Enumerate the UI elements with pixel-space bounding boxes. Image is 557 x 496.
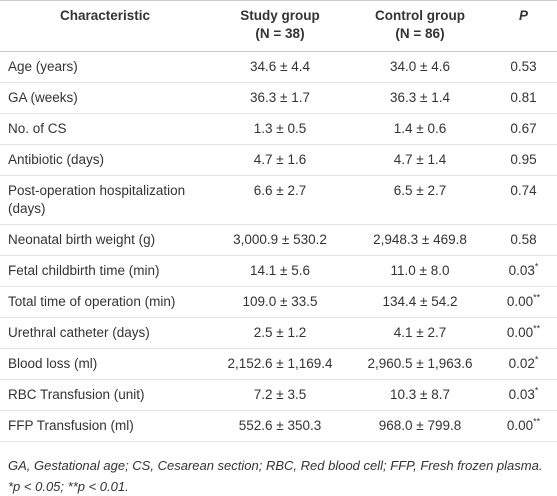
p-cell: 0.00**	[490, 410, 557, 442]
p-value: 0.95	[510, 152, 537, 167]
header-cell: P	[490, 0, 557, 52]
table-row: No. of CS 1.3 ± 0.5 1.4 ± 0.6 0.67	[0, 113, 557, 145]
row-label: Age (years)	[0, 51, 210, 83]
study-value: 2,152.6 ± 1,169.4	[210, 348, 350, 380]
row-label: Total time of operation (min)	[0, 286, 210, 318]
table-row: Blood loss (ml) 2,152.6 ± 1,169.4 2,960.5 …	[0, 348, 557, 380]
p-cell: 0.02*	[490, 348, 557, 380]
row-label: Neonatal birth weight (g)	[0, 224, 210, 256]
p-value: 0.74	[510, 183, 537, 198]
study-value: 36.3 ± 1.7	[210, 82, 350, 114]
p-value: 0.03	[508, 387, 535, 402]
p-cell: 0.58	[490, 224, 557, 256]
row-label: GA (weeks)	[0, 82, 210, 114]
study-value: 2.5 ± 1.2	[210, 317, 350, 349]
p-cell: 0.03*	[490, 379, 557, 411]
p-value: 0.00	[506, 418, 534, 433]
table-body: Age (years) 34.6 ± 4.4 34.0 ± 4.6 0.53 GA (w…	[0, 51, 557, 442]
control-value: 2,960.5 ± 1,963.6	[350, 348, 490, 380]
table-row: Neonatal birth weight (g) 3,000.9 ± 530.2…	[0, 224, 557, 256]
study-value: 14.1 ± 5.6	[210, 255, 350, 287]
header-row: Characteristic Study group (N = 38) Control…	[0, 0, 557, 52]
row-label: RBC Transfusion (unit)	[0, 379, 210, 411]
footnote: *p < 0.05; **p < 0.01.	[8, 479, 129, 494]
header-cell: Control group (N = 86)	[350, 0, 490, 52]
study-value: 3,000.9 ± 530.2	[210, 224, 350, 256]
header-title: P	[518, 8, 528, 23]
header-sub: (N = 86)	[395, 26, 445, 41]
study-value: 34.6 ± 4.4	[210, 51, 350, 83]
study-value: 7.2 ± 3.5	[210, 379, 350, 411]
p-cell: 0.00**	[490, 286, 557, 318]
p-value: 0.58	[510, 232, 537, 247]
table-row: Age (years) 34.6 ± 4.4 34.0 ± 4.6 0.53	[0, 51, 557, 83]
p-value: 0.53	[510, 59, 537, 74]
row-label: Fetal childbirth time (min)	[0, 255, 210, 287]
table-row: RBC Transfusion (unit) 7.2 ± 3.5 10.3 ± 8.…	[0, 379, 557, 411]
p-value: 0.03	[508, 263, 535, 278]
control-value: 1.4 ± 0.6	[350, 113, 490, 145]
control-value: 2,948.3 ± 469.8	[350, 224, 490, 256]
significance: *	[534, 385, 539, 396]
table-row: Fetal childbirth time (min) 14.1 ± 5.6 11.…	[0, 255, 557, 287]
p-cell: 0.95	[490, 144, 557, 176]
p-value: 0.00	[506, 294, 534, 309]
p-cell: 0.03*	[490, 255, 557, 287]
table-row: Urethral catheter (days) 2.5 ± 1.2 4.1 ± 2…	[0, 317, 557, 349]
significance: *	[534, 261, 539, 272]
control-value: 11.0 ± 8.0	[350, 255, 490, 287]
control-value: 10.3 ± 8.7	[350, 379, 490, 411]
row-label: Post-operation hospitalization (days)	[0, 175, 210, 225]
p-value: 0.02	[508, 356, 535, 371]
p-cell: 0.81	[490, 82, 557, 114]
study-value: 1.3 ± 0.5	[210, 113, 350, 145]
significance: **	[533, 323, 541, 334]
table-row: GA (weeks) 36.3 ± 1.7 36.3 ± 1.4 0.81	[0, 82, 557, 114]
table-row: Total time of operation (min) 109.0 ± 33.…	[0, 286, 557, 318]
header-cell: Characteristic	[0, 0, 210, 52]
study-value: 552.6 ± 350.3	[210, 410, 350, 442]
row-label: Blood loss (ml)	[0, 348, 210, 380]
table-row: Antibiotic (days) 4.7 ± 1.6 4.7 ± 1.4 0.95	[0, 144, 557, 176]
control-value: 6.5 ± 2.7	[350, 175, 490, 225]
table-row: FFP Transfusion (ml) 552.6 ± 350.3 968.0 ±…	[0, 410, 557, 442]
header-title: Characteristic	[59, 8, 151, 23]
header-sub: (N = 38)	[255, 26, 305, 41]
p-cell: 0.74	[490, 175, 557, 225]
significance: **	[533, 416, 541, 427]
header-cell: Study group (N = 38)	[210, 0, 350, 52]
header-title: Study group	[240, 8, 320, 23]
control-value: 4.1 ± 2.7	[350, 317, 490, 349]
row-label: FFP Transfusion (ml)	[0, 410, 210, 442]
p-value: 0.81	[510, 90, 537, 105]
control-value: 4.7 ± 1.4	[350, 144, 490, 176]
control-value: 34.0 ± 4.6	[350, 51, 490, 83]
p-cell: 0.67	[490, 113, 557, 145]
control-value: 968.0 ± 799.8	[350, 410, 490, 442]
p-cell: 0.00**	[490, 317, 557, 349]
row-label: Antibiotic (days)	[0, 144, 210, 176]
study-value: 6.6 ± 2.7	[210, 175, 350, 225]
row-label: No. of CS	[0, 113, 210, 145]
table-row: Post-operation hospitalization (days) 6.6…	[0, 175, 557, 225]
header-title: Control group	[375, 8, 465, 23]
control-value: 36.3 ± 1.4	[350, 82, 490, 114]
p-cell: 0.53	[490, 51, 557, 83]
control-value: 134.4 ± 54.2	[350, 286, 490, 318]
footnote: GA, Gestational age; CS, Cesarean sectio…	[8, 458, 543, 473]
p-value: 0.00	[506, 325, 534, 340]
study-value: 4.7 ± 1.6	[210, 144, 350, 176]
study-value: 109.0 ± 33.5	[210, 286, 350, 318]
data-table: Characteristic Study group (N = 38) Control…	[0, 0, 557, 442]
p-value: 0.67	[510, 121, 537, 136]
significance: *	[534, 354, 539, 365]
significance: **	[533, 292, 541, 303]
row-label: Urethral catheter (days)	[0, 317, 210, 349]
